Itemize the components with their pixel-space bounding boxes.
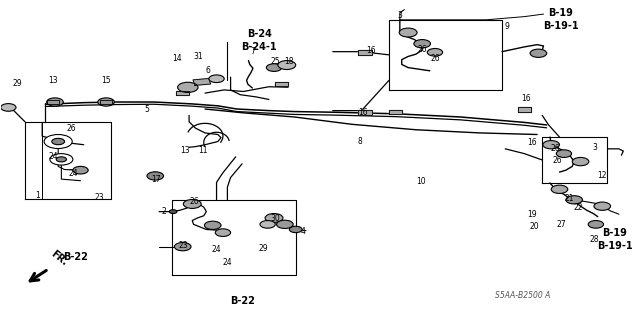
Circle shape — [265, 213, 283, 222]
Circle shape — [174, 243, 191, 251]
Text: 26: 26 — [417, 44, 427, 54]
Polygon shape — [100, 100, 113, 104]
Text: 28: 28 — [590, 235, 599, 244]
Text: 3: 3 — [397, 12, 403, 20]
Polygon shape — [275, 82, 288, 86]
Polygon shape — [176, 91, 189, 95]
Text: B-19: B-19 — [603, 228, 627, 238]
Text: 19: 19 — [527, 210, 537, 219]
Circle shape — [551, 185, 568, 194]
Text: 23: 23 — [95, 193, 104, 202]
Text: 26: 26 — [550, 144, 560, 153]
Text: 13: 13 — [180, 146, 189, 155]
Text: 26: 26 — [66, 124, 76, 132]
Text: B-24: B-24 — [247, 29, 272, 39]
Text: B-19-1: B-19-1 — [543, 21, 579, 31]
Circle shape — [556, 150, 572, 157]
Circle shape — [56, 157, 67, 162]
Text: 11: 11 — [198, 146, 207, 155]
Text: 26: 26 — [553, 156, 563, 165]
Circle shape — [572, 157, 589, 166]
Circle shape — [170, 210, 177, 213]
Circle shape — [260, 220, 275, 228]
Text: 14: 14 — [172, 53, 182, 62]
Circle shape — [204, 221, 221, 229]
Text: 24: 24 — [212, 245, 221, 254]
Circle shape — [209, 75, 224, 83]
Text: B-22: B-22 — [230, 296, 255, 306]
Circle shape — [594, 202, 611, 210]
Circle shape — [543, 140, 559, 149]
Text: 16: 16 — [366, 45, 376, 55]
Text: 16: 16 — [527, 138, 537, 147]
Text: 24: 24 — [49, 152, 58, 161]
Text: 16: 16 — [358, 108, 368, 117]
Circle shape — [278, 60, 296, 69]
Polygon shape — [389, 110, 402, 115]
Text: 2: 2 — [161, 207, 166, 216]
Circle shape — [50, 154, 73, 165]
Text: 17: 17 — [151, 175, 161, 184]
Text: 27: 27 — [557, 220, 566, 229]
Text: 26: 26 — [430, 54, 440, 63]
Circle shape — [47, 98, 63, 106]
Polygon shape — [193, 78, 211, 85]
Circle shape — [566, 196, 582, 204]
Text: 1: 1 — [35, 190, 40, 200]
Text: 31: 31 — [194, 52, 204, 61]
Text: B-19-1: B-19-1 — [597, 241, 633, 251]
Text: 6: 6 — [206, 66, 211, 75]
Polygon shape — [358, 50, 372, 55]
Text: B-19: B-19 — [548, 8, 573, 19]
Text: S5AA-B2500 A: S5AA-B2500 A — [495, 291, 551, 300]
Text: 15: 15 — [101, 76, 111, 85]
Polygon shape — [358, 110, 372, 115]
Circle shape — [276, 220, 293, 228]
Text: 3: 3 — [592, 143, 597, 152]
Text: 25: 25 — [271, 57, 280, 66]
Text: 23: 23 — [179, 241, 188, 250]
Text: 16: 16 — [521, 94, 531, 103]
Circle shape — [177, 82, 198, 92]
Text: 13: 13 — [48, 76, 58, 85]
Text: 29: 29 — [13, 79, 22, 88]
Circle shape — [98, 98, 115, 106]
Text: 21: 21 — [564, 194, 574, 203]
Circle shape — [215, 229, 230, 236]
Text: 7: 7 — [250, 47, 255, 56]
Circle shape — [530, 49, 547, 57]
Text: 12: 12 — [598, 171, 607, 180]
Circle shape — [44, 134, 72, 148]
Text: 30: 30 — [271, 214, 280, 223]
Polygon shape — [518, 108, 531, 112]
Text: B-24-1: B-24-1 — [241, 42, 277, 52]
Text: B-22: B-22 — [63, 252, 88, 262]
Text: 5: 5 — [144, 105, 148, 114]
Text: 20: 20 — [529, 222, 539, 231]
Circle shape — [52, 138, 65, 145]
Text: 26: 26 — [189, 197, 199, 206]
Text: 8: 8 — [357, 137, 362, 146]
Polygon shape — [47, 100, 60, 104]
Circle shape — [266, 64, 282, 71]
Circle shape — [414, 40, 431, 48]
Text: FR.: FR. — [49, 249, 70, 268]
Circle shape — [147, 172, 164, 180]
Text: 10: 10 — [416, 177, 426, 186]
Text: 22: 22 — [574, 203, 584, 212]
Text: 24: 24 — [223, 258, 232, 267]
Circle shape — [73, 166, 88, 174]
Text: 9: 9 — [504, 22, 509, 31]
Text: 18: 18 — [285, 57, 294, 66]
Circle shape — [399, 28, 417, 37]
Circle shape — [428, 49, 443, 56]
Text: 24: 24 — [68, 169, 77, 178]
Circle shape — [588, 220, 604, 228]
Circle shape — [183, 199, 201, 208]
Text: 29: 29 — [259, 244, 269, 253]
Circle shape — [1, 104, 16, 111]
Circle shape — [289, 226, 302, 233]
Text: 4: 4 — [301, 227, 306, 236]
